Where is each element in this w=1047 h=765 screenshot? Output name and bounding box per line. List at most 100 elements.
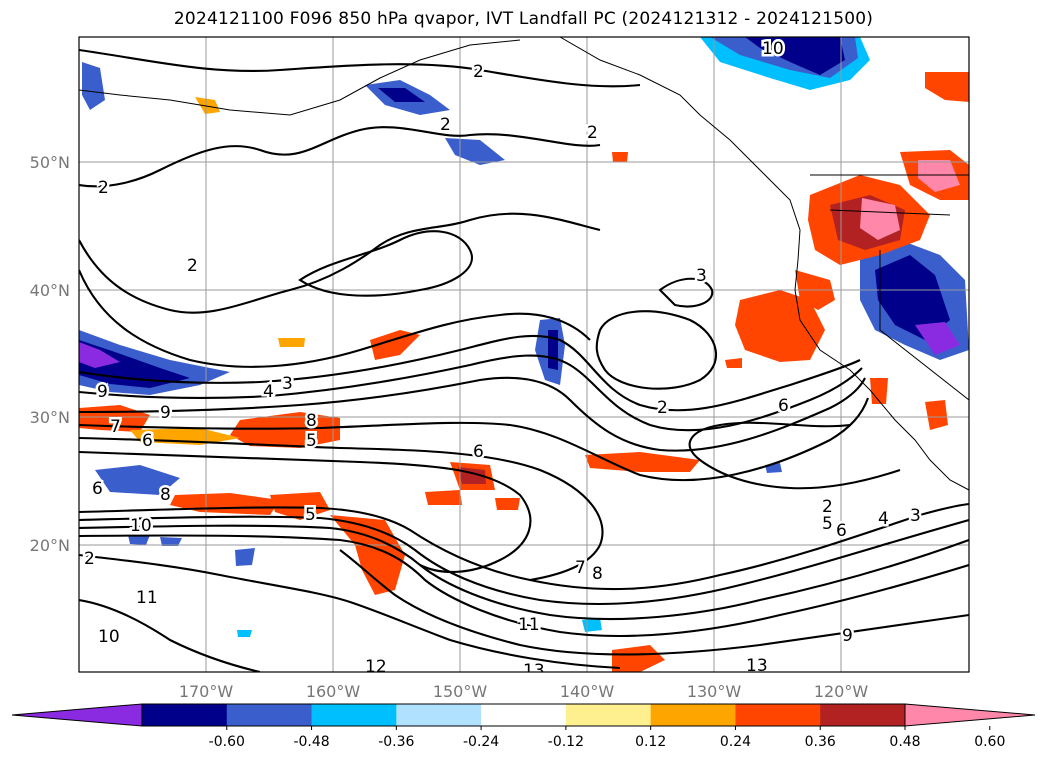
contour-label: 2	[587, 123, 598, 143]
shade-pos-patch	[230, 412, 340, 448]
colorbar-tick-label: -0.12	[548, 734, 584, 750]
contour-label: 8	[160, 485, 171, 505]
shade-pos-patch	[585, 452, 700, 472]
colorbar-frame	[141, 703, 906, 727]
shade-pos-patch	[330, 515, 405, 595]
colorbar-swatch	[650, 704, 736, 726]
x-tick-label: 120°W	[814, 682, 869, 701]
shade-pos-patch	[870, 378, 888, 404]
shade-pos-patch	[425, 490, 462, 505]
contour-label: 7	[575, 558, 586, 578]
contour-line	[79, 126, 601, 188]
contour-line	[79, 598, 261, 672]
colorbar-tick-label: -0.48	[293, 734, 329, 750]
contour-label: 2	[98, 178, 109, 198]
contour-line	[79, 397, 869, 482]
contour-lines	[79, 48, 969, 672]
shade-neg-patch	[582, 618, 602, 632]
contour-label: 2	[187, 256, 198, 276]
colorbar-tick-label: 0.60	[974, 734, 1005, 750]
shade-neg-patch	[160, 537, 182, 546]
contour-label: 13	[746, 656, 768, 676]
contour-label: 13	[523, 661, 545, 681]
contour-line	[79, 450, 532, 573]
contour-label: 7	[110, 417, 121, 437]
contour-line	[79, 436, 604, 582]
contour-line	[595, 310, 717, 390]
shade-pos-patch	[195, 97, 220, 114]
contour-label: 2	[822, 497, 833, 517]
colorbar-swatch	[142, 704, 228, 726]
shade-neg-patch	[237, 630, 252, 637]
contour-line	[79, 334, 861, 412]
shade-neg-patch	[82, 62, 105, 110]
shade-pos-patch	[925, 72, 969, 102]
contour-label: 5	[305, 505, 316, 525]
x-tick-label: 160°W	[306, 682, 361, 701]
shade-pos-patch	[370, 330, 420, 360]
contour-label: 3	[910, 506, 921, 526]
colorbar-extend-min	[11, 703, 143, 727]
contour-line	[79, 553, 621, 670]
graticule	[79, 37, 969, 672]
coastlines	[79, 37, 969, 491]
colorbar-swatch	[481, 704, 567, 726]
shade-pos-patch	[735, 290, 825, 362]
contour-label: 10	[130, 516, 152, 536]
contour-label: 12	[365, 657, 387, 677]
colorbar-swatch	[226, 704, 313, 726]
shade-neg-patch	[378, 88, 425, 102]
colorbar-tick-label: 0.48	[889, 734, 920, 750]
contour-line	[79, 376, 866, 452]
shade-neg-patch	[875, 255, 950, 340]
contour-line	[298, 230, 473, 297]
shade-pos-patch	[278, 338, 305, 347]
map-title: 2024121100 F096 850 hPa qvapor, IVT Land…	[173, 9, 874, 29]
y-tick-label: 30°N	[30, 408, 70, 427]
contour-label: 2	[84, 549, 95, 569]
y-axis-labels: 50°N 40°N 30°N 20°N	[30, 153, 70, 555]
shade-neg-patch	[745, 37, 845, 75]
contour-line	[79, 534, 969, 638]
plot-frame	[78, 36, 970, 673]
contour-line	[79, 515, 969, 606]
colorbar-swatch	[565, 704, 652, 726]
contour-line	[79, 269, 591, 368]
contour-label: 5	[822, 514, 833, 534]
y-tick-label: 20°N	[30, 536, 70, 555]
x-tick-label: 140°W	[560, 682, 615, 701]
contour-label: 8	[306, 411, 317, 431]
shade-neg-patch	[915, 322, 960, 355]
colorbar-swatch	[396, 704, 482, 726]
contour-label: 6	[92, 479, 103, 499]
shade-neg-patch	[79, 342, 120, 368]
contour-label: 10	[98, 627, 120, 647]
contour-label: 9	[97, 382, 108, 402]
contour-label: 6	[836, 521, 847, 541]
colorbar-swatch	[820, 704, 906, 726]
contour-label: 9	[842, 626, 853, 646]
shade-pos-patch	[918, 160, 960, 192]
contour-label: 8	[592, 564, 603, 584]
colorbar-tick-label: 0.36	[805, 734, 836, 750]
contour-label: 2	[657, 398, 668, 418]
colorbar-swatch	[311, 704, 397, 726]
contour-label: 6	[473, 442, 484, 462]
contour-line	[688, 421, 901, 490]
contour-label: 10	[762, 39, 784, 59]
contour-label: 5	[306, 431, 317, 451]
contour-line	[658, 277, 714, 308]
colorbar-tick-label: -0.60	[209, 734, 245, 750]
colorbar-swatch	[735, 704, 821, 726]
x-tick-label: 130°W	[687, 682, 742, 701]
contour-label: 3	[696, 266, 707, 286]
contour-labels: 2 2 2 2 2 2 3 3 4 9 9 7 6 8 5 6 6 8 5 10…	[82, 37, 924, 681]
shade-neg-patch	[95, 465, 180, 495]
shade-neg-patch	[548, 330, 558, 370]
shade-pos-patch	[725, 358, 742, 368]
y-tick-label: 40°N	[30, 281, 70, 300]
contour-label: 11	[136, 588, 158, 608]
contour-line	[79, 524, 969, 621]
contour-label: 3	[282, 374, 293, 394]
contour-label: 4	[263, 382, 274, 402]
